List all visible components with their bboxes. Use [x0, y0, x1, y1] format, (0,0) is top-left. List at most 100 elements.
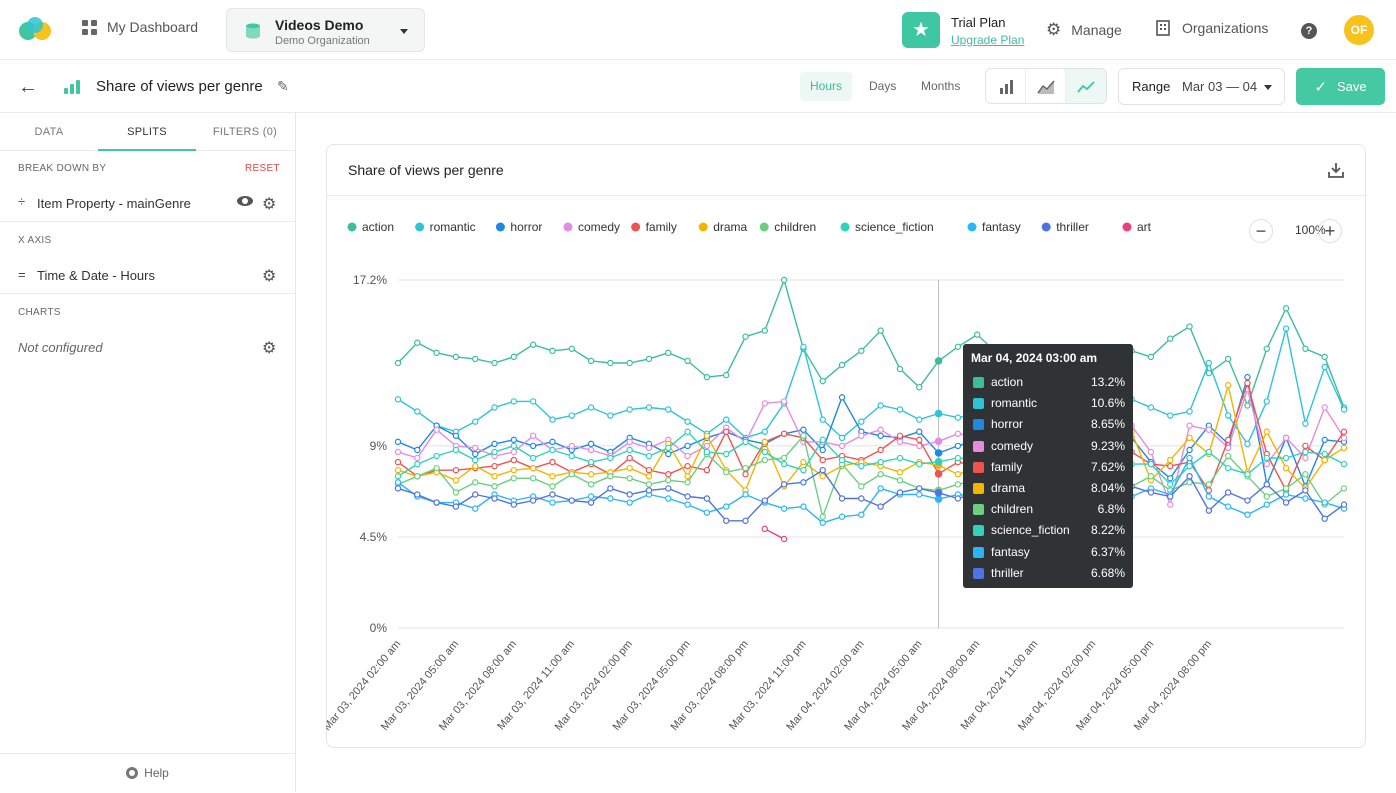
app-logo[interactable]	[18, 16, 52, 42]
tab-splits[interactable]: SPLITS	[98, 113, 196, 151]
data-point	[684, 357, 691, 365]
data-point	[1244, 497, 1251, 504]
granularity-days-button[interactable]: Days	[869, 79, 897, 93]
data-point	[761, 448, 769, 456]
data-point	[1340, 501, 1348, 508]
data-point	[934, 437, 943, 446]
data-point	[1186, 422, 1193, 429]
line-chart-type-button[interactable]	[1066, 69, 1106, 103]
data-point	[665, 450, 672, 458]
data-point	[645, 355, 653, 363]
help-button[interactable]: Help	[0, 753, 295, 792]
plan-title: Trial Plan	[951, 15, 1006, 30]
tab-data[interactable]: DATA	[34, 126, 64, 138]
tooltip-series-name: romantic	[991, 396, 1038, 411]
breakdown-gear-icon[interactable]: ⚙	[262, 196, 277, 213]
back-arrow-icon[interactable]: ←	[18, 76, 38, 98]
range-selector[interactable]: Range Mar 03 — 04	[1118, 68, 1285, 105]
data-point	[761, 456, 769, 464]
organizations-link[interactable]: Organizations	[1156, 20, 1268, 36]
data-point	[1302, 471, 1309, 478]
data-point	[761, 525, 769, 533]
data-point	[626, 491, 633, 498]
reset-button[interactable]: RESET	[245, 163, 280, 174]
data-point	[838, 361, 846, 369]
data-point	[472, 456, 479, 464]
series-line-romantic	[397, 327, 1345, 445]
edit-pencil-icon[interactable]: ✎	[277, 78, 289, 94]
area-chart-type-button[interactable]	[1026, 69, 1066, 103]
bar-chart-type-button[interactable]	[986, 69, 1026, 103]
breakdown-header: BREAK DOWN BY	[18, 163, 107, 174]
legend-label: drama	[713, 220, 747, 234]
data-point	[394, 359, 402, 367]
upgrade-plan-link[interactable]: Upgrade Plan	[951, 33, 1025, 47]
data-point	[1186, 323, 1193, 330]
manage-link[interactable]: ⚙ Manage	[1046, 20, 1122, 40]
tooltip-swatch	[973, 567, 984, 579]
data-point	[510, 475, 518, 482]
series-line-art	[764, 528, 785, 540]
my-dashboard-link[interactable]: My Dashboard	[82, 19, 198, 35]
data-point	[1167, 475, 1174, 482]
series-line-action	[397, 279, 1345, 408]
data-point	[877, 485, 884, 492]
data-point	[1340, 434, 1348, 442]
data-point	[626, 446, 633, 454]
line-chart[interactable]: action romantic horror comedy family drama chi…	[326, 196, 1356, 736]
data-point	[665, 471, 672, 478]
legend-swatch	[631, 222, 641, 232]
data-point	[916, 460, 923, 468]
data-point	[645, 487, 653, 494]
data-point	[819, 513, 826, 520]
breakdown-value[interactable]: Item Property - mainGenre	[37, 196, 191, 211]
data-point	[838, 456, 846, 464]
zoom-out-button[interactable]: −	[1249, 219, 1273, 243]
data-point	[1302, 442, 1309, 450]
granularity-months-button[interactable]: Months	[921, 79, 961, 93]
tooltip-swatch	[973, 398, 984, 410]
database-icon	[246, 23, 260, 39]
charts-gear-icon[interactable]: ⚙	[262, 340, 277, 357]
data-point	[1167, 481, 1174, 488]
zoom-in-button[interactable]: +	[1318, 219, 1342, 243]
legend-label: thriller	[1056, 220, 1089, 234]
granularity-hours-button[interactable]: Hours	[800, 72, 853, 101]
data-point	[549, 473, 556, 480]
legend-label: romantic	[430, 220, 476, 234]
data-point	[433, 464, 440, 472]
data-point	[1282, 485, 1290, 492]
data-point	[1302, 487, 1309, 494]
avatar[interactable]: OF	[1344, 15, 1374, 45]
data-point	[665, 485, 672, 492]
data-point	[703, 495, 711, 502]
save-button[interactable]: ✓ Save	[1296, 68, 1385, 105]
data-point	[645, 466, 653, 474]
data-point	[819, 473, 826, 480]
tooltip-series-name: horror	[991, 417, 1024, 432]
project-selector[interactable]: Videos Demo Demo Organization	[226, 8, 425, 52]
data-point	[877, 471, 884, 478]
data-point	[394, 448, 402, 456]
download-icon[interactable]	[1327, 161, 1345, 179]
tooltip-title: Mar 04, 2024 03:00 am	[971, 351, 1098, 365]
data-point	[684, 479, 691, 486]
data-point	[587, 471, 595, 478]
eye-icon[interactable]	[237, 196, 253, 206]
data-point	[394, 438, 402, 446]
data-point	[491, 359, 498, 367]
data-point	[1186, 479, 1193, 486]
data-point	[1147, 489, 1155, 496]
x-axis-value[interactable]: Time & Date - Hours	[37, 268, 155, 283]
data-point	[1205, 493, 1213, 500]
data-point	[684, 501, 691, 508]
y-tick-label: 4.5%	[360, 530, 388, 544]
x-axis-gear-icon[interactable]: ⚙	[262, 268, 277, 285]
data-point	[529, 341, 537, 348]
data-point	[549, 491, 556, 498]
tooltip-swatch	[973, 525, 984, 537]
help-icon[interactable]: ?	[1301, 23, 1317, 39]
tab-filters[interactable]: FILTERS (0)	[212, 126, 278, 138]
tooltip-series-value: 8.65%	[1090, 417, 1125, 432]
tooltip-series-name: drama	[991, 481, 1026, 495]
